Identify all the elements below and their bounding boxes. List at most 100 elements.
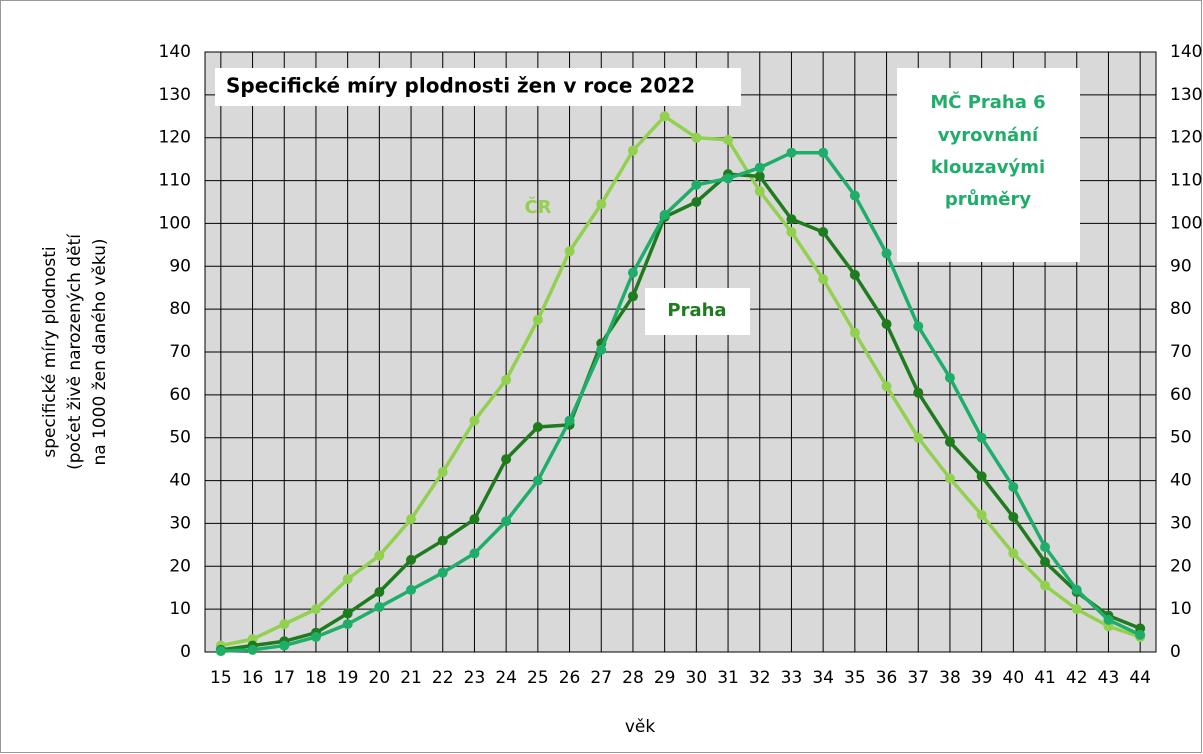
y2-tick-label: 100 [1170,213,1202,233]
y2-tick-label: 30 [1170,513,1192,533]
data-point [310,632,321,642]
data-point [1103,614,1114,625]
data-point [406,514,417,525]
series-line [220,113,1141,648]
y-tick-label: 70 [169,342,191,362]
x-tick-label: 23 [464,668,486,688]
data-point [944,473,955,484]
x-tick-label: 36 [876,668,898,688]
data-point [818,227,829,237]
y2-tick-label: 80 [1170,299,1192,319]
data-point [1071,584,1082,595]
data-point [310,604,321,615]
series-line [220,172,1141,652]
label-box [645,288,750,335]
data-point [374,587,385,597]
y-tick-label: 20 [169,556,191,576]
y-axis-label: (počet živě narozených dětí [65,233,85,470]
data-point [469,514,480,525]
data-point [437,567,448,578]
y2-tick-label: 20 [1170,556,1192,576]
y-tick-label: 90 [169,256,191,276]
y-tick-label: 110 [159,171,191,191]
data-point [944,437,955,447]
x-tick-label: 21 [400,668,422,688]
data-point [532,314,543,325]
data-point [691,132,702,143]
y2-tick-label: 120 [1170,128,1202,148]
y2-tick-label: 40 [1170,471,1192,491]
x-tick-label: 35 [844,668,866,688]
y-tick-label: 50 [169,428,191,448]
chart-title: Specifické míry plodnosti žen v roce 202… [226,74,695,98]
annotation: vyrovnání [938,125,1039,146]
data-point [215,646,226,657]
y-tick-label: 0 [180,642,191,662]
data-point [849,327,860,338]
series-line [220,150,1141,653]
x-tick-label: 22 [432,668,454,688]
data-point [849,190,860,201]
data-point [944,372,955,383]
data-point [532,475,543,486]
y2-tick-label: 10 [1170,599,1192,619]
data-point [691,179,702,190]
y-tick-label: 130 [159,85,191,105]
x-tick-label: 42 [1066,668,1088,688]
data-point [754,171,765,182]
data-point [501,516,512,527]
x-tick-label: 19 [337,668,359,688]
data-point [723,173,734,184]
y-tick-label: 60 [169,385,191,405]
data-point [976,471,987,482]
x-tick-label: 33 [781,668,803,688]
x-tick-label: 43 [1098,668,1120,688]
x-tick-label: 28 [622,668,644,688]
y-tick-label: 10 [169,599,191,619]
x-tick-label: 44 [1129,668,1151,688]
data-point [342,619,353,630]
x-tick-label: 24 [495,668,517,688]
y2-tick-label: 90 [1170,256,1192,276]
data-point [786,227,797,237]
data-point [406,584,417,595]
y-tick-label: 100 [159,213,191,233]
data-point [501,454,512,465]
x-tick-label: 29 [654,668,676,688]
x-tick-label: 15 [210,668,232,688]
y-axis-label: na 1000 žen daného věku) [90,238,110,465]
title-box [215,68,741,106]
y-tick-label: 80 [169,299,191,319]
y2-tick-label: 130 [1170,85,1202,105]
data-point [1008,548,1019,559]
x-tick-label: 26 [559,668,581,688]
data-point [913,321,924,332]
x-tick-label: 31 [717,668,739,688]
x-tick-label: 32 [749,668,771,688]
x-tick-label: 27 [590,668,612,688]
series-label: MČ Praha 6 [930,91,1045,113]
data-point [913,432,924,443]
y-axis-label: specifické míry plodnosti [40,246,60,457]
data-point [247,644,258,655]
y-tick-label: 40 [169,471,191,491]
data-point [818,147,829,158]
y-tick-label: 30 [169,513,191,533]
data-point [786,214,797,225]
y-tick-label: 120 [159,128,191,148]
data-point [627,267,638,278]
data-point [596,199,607,210]
data-point [786,147,797,158]
data-point [564,246,575,257]
data-point [627,291,638,302]
data-point [437,467,448,477]
x-tick-label: 25 [527,668,549,688]
annotation: průměry [945,188,1031,210]
x-tick-label: 40 [1003,668,1025,688]
x-tick-label: 17 [273,668,295,688]
x-tick-label: 37 [907,668,929,688]
x-tick-label: 41 [1034,668,1056,688]
data-point [1040,557,1051,567]
data-point [881,248,892,259]
data-point [754,162,765,173]
